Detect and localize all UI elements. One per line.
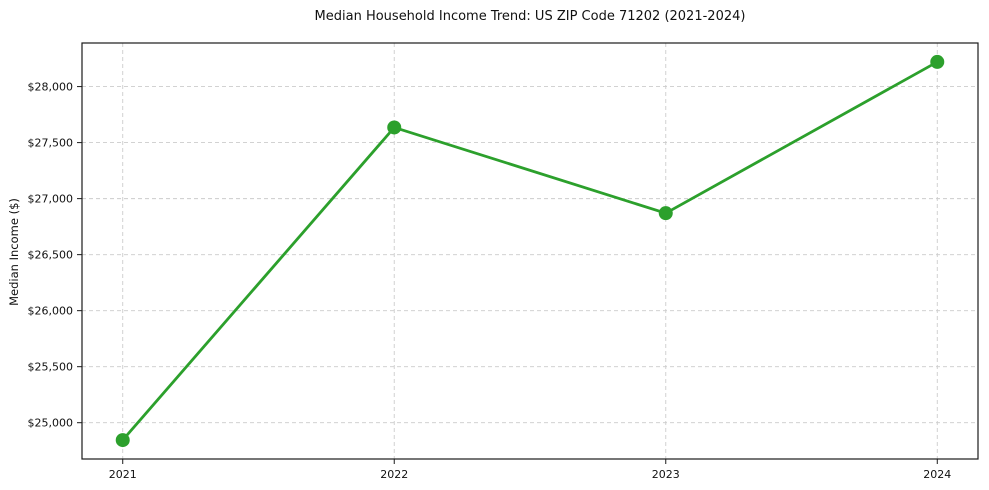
trend-line [121,60,939,442]
y-tick-label: $28,000 [28,81,74,94]
plot-border [81,42,979,460]
y-tick-label: $27,000 [28,193,74,206]
x-tick-label: 2023 [652,468,680,481]
data-point-marker [115,433,130,448]
y-tick-label: $27,500 [28,137,74,150]
y-tick-label: $25,000 [28,417,74,430]
chart-title: Median Household Income Trend: US ZIP Co… [314,9,746,24]
x-tick-label: 2021 [109,468,137,481]
x-tick-label: 2022 [380,468,408,481]
y-tick-label: $26,500 [28,249,74,262]
data-point-marker [658,206,673,221]
data-point-marker [930,54,945,69]
data-point-marker [387,120,402,135]
y-tick-label: $26,000 [28,305,74,318]
x-tick-label: 2024 [923,468,951,481]
y-tick-label: $25,500 [28,361,74,374]
